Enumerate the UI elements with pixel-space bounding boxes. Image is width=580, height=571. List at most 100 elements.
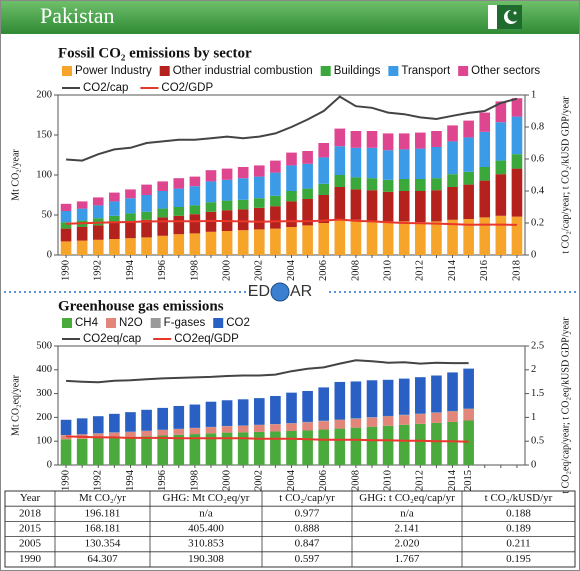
table-cell: 2005	[19, 538, 42, 550]
x-tick-label: 1990	[60, 260, 71, 281]
bar-segment	[350, 147, 362, 178]
bar-segment	[350, 177, 362, 190]
bar-segment	[431, 131, 442, 147]
bar-segment	[302, 430, 313, 465]
bar-segment	[60, 228, 72, 242]
bar-segment	[76, 418, 88, 435]
bar-segment	[415, 148, 426, 179]
bar-segment	[479, 217, 491, 255]
bar-segment	[302, 390, 313, 422]
bar-segment	[382, 150, 394, 180]
table-cell: 1.767	[395, 553, 420, 565]
bar-segment	[286, 152, 297, 166]
line-series	[66, 95, 518, 162]
bar-segment	[92, 205, 104, 219]
bar-segment	[173, 434, 185, 465]
y-tick-label: 400	[36, 364, 52, 375]
bar-segment	[205, 427, 217, 434]
bar-segment	[302, 151, 313, 164]
bar-segment	[350, 427, 362, 465]
bar-segment	[318, 195, 330, 223]
bar-segment	[479, 112, 491, 132]
x-tick-label: 2014	[447, 469, 458, 491]
bar-segment	[270, 206, 281, 229]
bar-segment	[125, 238, 136, 255]
bar-segment	[253, 431, 265, 465]
bar-segment	[109, 201, 120, 216]
x-tick-label: 2010	[383, 470, 394, 491]
bar-segment	[286, 392, 297, 424]
table-cell: 2018	[19, 507, 42, 519]
legend-swatch	[213, 318, 224, 328]
bar-segment	[318, 421, 330, 430]
table-header: GHG: Mt CO₂eq/yr	[163, 492, 250, 504]
bar-segment	[76, 438, 88, 465]
bar-segment	[253, 176, 265, 199]
bar-segment	[173, 234, 185, 255]
x-tick-label: 1998	[189, 470, 200, 491]
bar-segment	[237, 230, 249, 255]
table-cell: 1990	[19, 553, 42, 565]
bar-segment	[398, 149, 410, 179]
table-cell: 190.308	[188, 553, 224, 565]
bar-segment	[447, 187, 458, 220]
bar-segment	[334, 381, 346, 420]
x-tick-label: 2000	[221, 470, 232, 491]
bar-segment	[221, 231, 233, 255]
table-header: GHG: t CO₂eq/cap/yr	[359, 492, 455, 504]
bar-segment	[221, 200, 233, 211]
table-header: t CO₂/kUSD/yr	[485, 492, 553, 504]
bar-segment	[270, 160, 281, 173]
bar-segment	[318, 387, 330, 421]
table-cell: 2.020	[395, 538, 420, 550]
y-tick-label: 200	[36, 412, 52, 423]
bar-segment	[141, 211, 152, 220]
bar-segment	[366, 147, 378, 179]
bar-segment	[318, 183, 330, 195]
bar-segment	[447, 421, 458, 465]
bar-segment	[511, 154, 523, 169]
bar-segment	[431, 221, 442, 255]
bar-segment	[253, 207, 265, 230]
logo-bg	[252, 280, 328, 304]
y2-axis-label: t CO₂eq/cap/year; t CO₂eq/kUSD GDP/year	[560, 317, 571, 494]
x-tick-label: 1992	[93, 260, 104, 281]
legend-label: CO2/GDP	[161, 82, 213, 94]
x-tick-label: 1996	[157, 470, 168, 491]
bar-segment	[463, 137, 474, 172]
bar-segment	[350, 131, 362, 148]
bar-segment	[334, 187, 346, 219]
bar-segment	[431, 412, 442, 423]
bar-segment	[447, 141, 458, 175]
bar-segment	[189, 428, 201, 435]
bar-segment	[286, 430, 297, 465]
logo-globe	[270, 282, 290, 302]
legend-label: N2O	[119, 317, 143, 329]
legend-swatch	[320, 66, 331, 76]
legend-swatch	[62, 66, 72, 76]
x-tick-label: 1992	[93, 470, 104, 491]
table-header: Year	[20, 492, 41, 504]
y2-tick-label: 2	[531, 364, 536, 375]
bar-segment	[463, 120, 474, 138]
legend-swatch	[159, 66, 170, 76]
bar-segment	[253, 165, 265, 177]
bar-segment	[237, 199, 249, 210]
bar-segment	[398, 378, 410, 415]
bar-segment	[398, 415, 410, 425]
legend-swatch	[106, 318, 117, 328]
line-series	[66, 359, 469, 384]
bar-segment	[431, 190, 442, 222]
x-tick-label: 2018	[511, 260, 522, 281]
header-title: Pakistan	[40, 3, 115, 28]
bar-segment	[237, 399, 249, 426]
x-tick-label: 2008	[350, 470, 361, 491]
x-tick-label: 1998	[189, 260, 200, 281]
bar-segment	[415, 179, 426, 191]
table-cell: 0.189	[506, 523, 531, 535]
bar-segment	[253, 425, 265, 432]
bar-segment	[398, 133, 410, 150]
bar-segment	[173, 215, 185, 235]
logo-right: AR	[290, 283, 312, 300]
bar-segment	[366, 220, 378, 255]
